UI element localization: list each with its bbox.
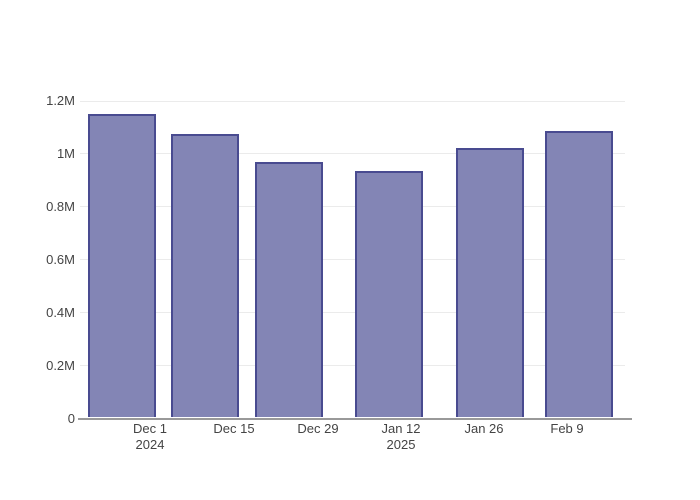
x-tick-line: Feb 9 <box>550 421 584 436</box>
bar-6[interactable] <box>545 131 613 418</box>
bar-2[interactable] <box>171 133 239 418</box>
x-tick-label: Dec 1 2024 <box>105 421 195 453</box>
y-gridline <box>80 206 625 208</box>
x-tick-label: Feb 9 <box>522 421 612 437</box>
y-tick-label: 0.2M <box>46 357 75 373</box>
x-tick-line: 2024 <box>135 437 165 452</box>
y-tick-label: 1M <box>56 145 75 161</box>
y-tick-label: 0.6M <box>46 251 75 267</box>
bar-1[interactable] <box>88 113 156 418</box>
y-tick-label: 1.2M <box>46 93 75 108</box>
y-tick-label: 0.8M <box>46 198 75 214</box>
y-gridline <box>80 153 625 155</box>
x-tick-line: 2025 <box>386 437 416 452</box>
x-tick-label: Dec 29 <box>273 421 363 437</box>
x-axis-line <box>78 417 632 420</box>
x-tick-line: Dec 15 <box>213 421 255 436</box>
bar-5[interactable] <box>456 148 524 418</box>
bar-4[interactable] <box>355 170 423 418</box>
bar-3[interactable] <box>255 162 323 418</box>
x-tick-line: Dec 29 <box>297 421 339 436</box>
x-tick-line: Jan 12 <box>381 421 421 436</box>
x-tick-label: Dec 15 <box>189 421 279 437</box>
y-tick-label: 0 <box>67 410 75 426</box>
y-gridline <box>80 100 625 102</box>
x-tick-line: Jan 26 <box>464 421 504 436</box>
x-tick-label: Jan 26 <box>439 421 529 437</box>
y-gridline <box>80 312 625 314</box>
y-gridline <box>80 259 625 261</box>
x-tick-line: Dec 1 <box>133 421 167 436</box>
x-tick-label: Jan 12 2025 <box>356 421 446 453</box>
y-gridline <box>80 365 625 367</box>
y-tick-label: 0.4M <box>46 304 75 320</box>
